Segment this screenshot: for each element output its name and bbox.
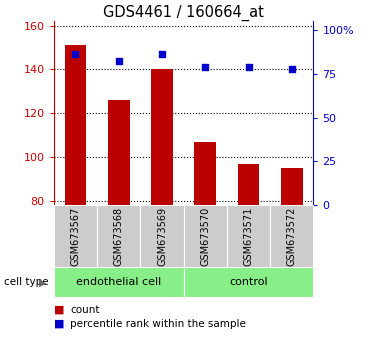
Bar — [65, 45, 86, 205]
Bar — [194, 142, 216, 205]
Point — [72, 51, 78, 57]
Bar — [151, 69, 173, 205]
Text: ▶: ▶ — [39, 277, 46, 287]
Point — [202, 64, 208, 70]
Text: GSM673571: GSM673571 — [244, 207, 253, 266]
Text: GSM673570: GSM673570 — [200, 207, 210, 266]
Bar — [97, 205, 140, 267]
Text: control: control — [229, 277, 268, 287]
Text: GSM673572: GSM673572 — [287, 207, 297, 266]
Text: endothelial cell: endothelial cell — [76, 277, 161, 287]
Text: GSM673568: GSM673568 — [114, 207, 124, 266]
Text: percentile rank within the sample: percentile rank within the sample — [70, 319, 246, 329]
Bar — [184, 205, 227, 267]
Bar — [238, 164, 259, 205]
Text: GSM673567: GSM673567 — [70, 207, 81, 266]
Text: cell type: cell type — [4, 277, 48, 287]
Text: GSM673569: GSM673569 — [157, 207, 167, 266]
Bar — [108, 100, 129, 205]
Point — [116, 58, 122, 63]
Title: GDS4461 / 160664_at: GDS4461 / 160664_at — [103, 5, 264, 21]
Text: ■: ■ — [54, 319, 64, 329]
Point — [246, 64, 252, 70]
Bar — [227, 205, 270, 267]
Text: ■: ■ — [54, 305, 64, 315]
Bar — [54, 267, 184, 297]
Point — [289, 67, 295, 72]
Text: count: count — [70, 305, 100, 315]
Bar — [281, 168, 303, 205]
Bar — [270, 205, 313, 267]
Bar — [54, 205, 97, 267]
Bar — [140, 205, 184, 267]
Bar — [184, 267, 313, 297]
Point — [159, 51, 165, 57]
